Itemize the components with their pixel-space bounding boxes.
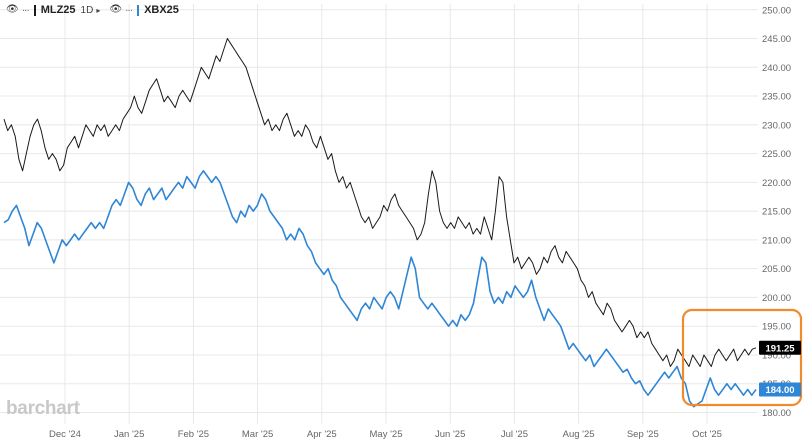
x-tick-label: May '25 (370, 429, 403, 440)
series2-symbol[interactable]: XBX25 (144, 4, 179, 16)
interval-dropdown-icon[interactable]: ▸ (96, 5, 101, 15)
y-tick-label: 250.00 (762, 5, 791, 16)
last-value-badge: 191.25 (759, 340, 801, 355)
series1-swatch (33, 4, 36, 16)
y-tick-label: 190.00 (762, 350, 791, 361)
y-tick-label: 210.00 (762, 235, 791, 246)
y-tick-label: 240.00 (762, 63, 791, 74)
series-lines (3, 38, 757, 408)
y-axis-ticks: 250.00 245.00 240.00 235.00 230.00 225.00 220.… (762, 5, 791, 419)
y-tick-label: 225.00 (762, 149, 791, 160)
barchart-watermark: barchart (6, 398, 80, 419)
x-axis-ticks: Dec '24 Jan '25 Feb '25 Mar '25 Apr '25 May '… (49, 429, 722, 440)
series2-swatch (137, 4, 140, 16)
highlight-annotation (681, 308, 803, 407)
x-tick-label: Feb '25 (178, 429, 209, 440)
more-dots-icon[interactable]: ··· (21, 4, 30, 16)
x-tick-label: Jan '25 (114, 429, 144, 440)
highlight-box (681, 308, 803, 407)
series1-symbol[interactable]: MLZ25 (40, 4, 76, 16)
series-line-MLZ25 (3, 38, 757, 367)
x-tick-label: Aug '25 (563, 429, 595, 440)
last-value-badge: 184.00 (759, 382, 801, 397)
y-tick-label: 245.00 (762, 34, 791, 45)
y-tick-label: 235.00 (762, 92, 791, 103)
grid-lines (0, 4, 758, 424)
chart-legend: 👁 ··· MLZ25 1D ▸ 👁 ··· XBX25 (6, 2, 179, 18)
y-tick-label: 215.00 (762, 207, 791, 218)
x-tick-label: Jun '25 (435, 429, 465, 440)
x-tick-label: Apr '25 (307, 429, 337, 440)
x-tick-label: Mar '25 (242, 429, 273, 440)
y-tick-label: 205.00 (762, 264, 791, 275)
last-value-badges: 191.25 184.00 (759, 340, 801, 397)
last-value-label: 184.00 (765, 385, 794, 396)
y-tick-label: 230.00 (762, 120, 791, 131)
x-tick-label: Jul '25 (501, 429, 528, 440)
eye-icon[interactable]: 👁 (109, 4, 123, 15)
eye-icon[interactable]: 👁 (6, 4, 19, 15)
y-tick-label: 195.00 (762, 322, 791, 333)
interval-label[interactable]: 1D (80, 4, 94, 16)
x-tick-label: Sep '25 (627, 429, 659, 440)
x-tick-label: Dec '24 (49, 429, 81, 440)
y-tick-label: 180.00 (762, 408, 791, 419)
more-dots-icon[interactable]: ··· (125, 4, 133, 16)
y-tick-label: 220.00 (762, 178, 791, 189)
series-line-XBX25 (3, 170, 757, 408)
y-tick-label: 200.00 (762, 293, 791, 304)
last-value-label: 191.25 (765, 343, 795, 354)
x-tick-label: Oct '25 (692, 429, 722, 440)
